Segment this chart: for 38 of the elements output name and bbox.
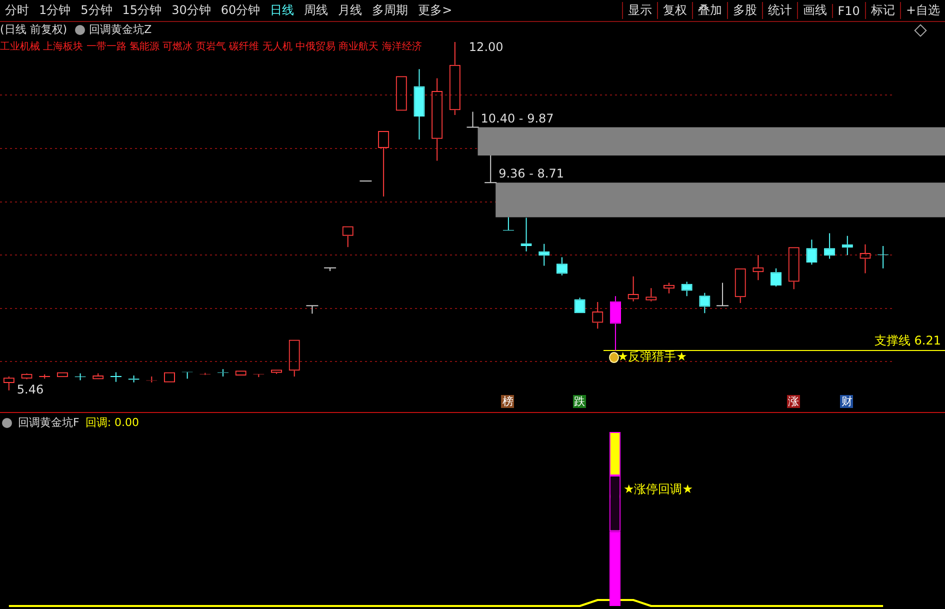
text: 15分钟	[121, 2, 163, 19]
annotation: 12.00	[468, 40, 504, 54]
text: 叠加	[692, 2, 727, 19]
text: 统计	[762, 2, 797, 19]
text: ★涨停回调★	[623, 481, 693, 498]
text: 回调: 0.00	[85, 415, 140, 430]
annotation: ★反弹猎手★	[617, 350, 687, 364]
text: +自选	[900, 2, 945, 19]
text: 榜	[501, 395, 514, 408]
text: 5分钟	[80, 2, 114, 19]
annotation: 5.46	[16, 382, 44, 397]
text: 周线	[303, 2, 330, 19]
candlestick	[610, 296, 622, 351]
text: 显示	[622, 2, 657, 19]
chart-title: 回调黄金坑Z	[89, 23, 152, 37]
text: 涨	[786, 395, 800, 408]
text: 日线	[269, 2, 296, 19]
chart-title: 回调黄金坑F	[18, 415, 80, 430]
text: 复权	[656, 2, 692, 19]
text: 更多>	[417, 2, 454, 19]
band-label: 9.36 - 8.71	[498, 166, 564, 181]
chart-subtitle: (日线 前复权)	[0, 23, 68, 37]
text: 1分钟	[38, 2, 72, 19]
annotation: 工业机械 上海板块 一带一路 氢能源 可燃冰 页岩气 碳纤维 无人机 中俄贸易 商业航天 海洋经济	[0, 40, 422, 53]
ref-line-label: 支撑线 6.21	[874, 334, 941, 348]
text: 财	[840, 395, 854, 408]
text: 跌	[572, 395, 586, 408]
text: 30分钟	[170, 2, 212, 19]
text: 分时	[4, 2, 30, 19]
text: 画线	[796, 2, 832, 19]
text: 60分钟	[220, 2, 262, 19]
text: 多周期	[371, 2, 410, 19]
band-label: 10.40 - 9.87	[480, 111, 554, 126]
text: F10	[832, 4, 865, 18]
text: 多股	[726, 2, 762, 19]
text: 月线	[337, 2, 364, 19]
text: 标记	[864, 2, 900, 19]
candlestick	[414, 68, 425, 140]
